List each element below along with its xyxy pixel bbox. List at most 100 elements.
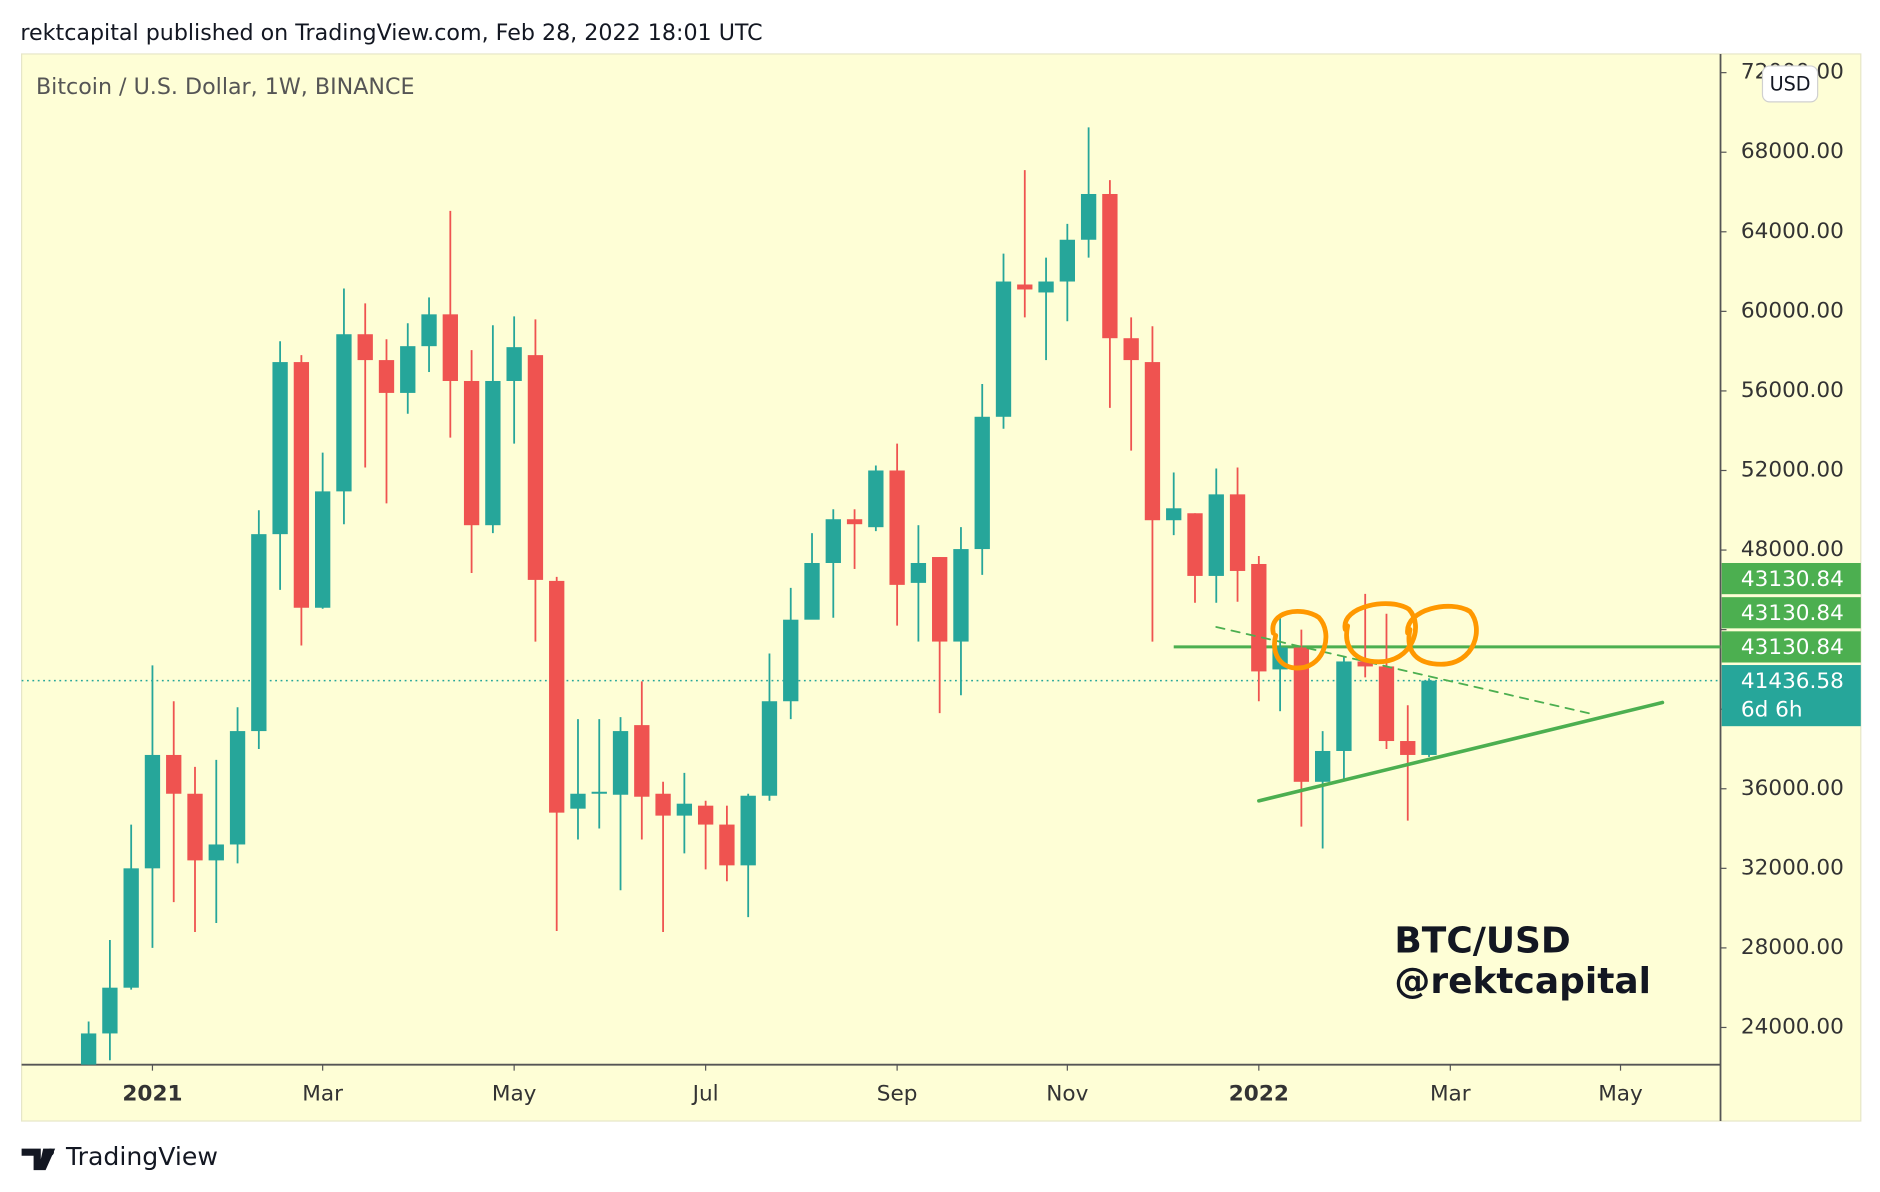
candle-body <box>144 754 161 869</box>
candle-body <box>400 346 416 393</box>
brand-name: TradingView <box>65 1142 218 1171</box>
candle-body <box>1229 494 1246 571</box>
currency-button-label[interactable]: USD <box>1770 73 1811 96</box>
candle-body <box>1187 513 1203 576</box>
candle-body <box>740 795 756 866</box>
brand-logo <box>21 1148 56 1171</box>
candle-body <box>80 1033 97 1065</box>
y-tick-label: 48000.00 <box>1741 537 1844 562</box>
candle-body <box>910 562 927 583</box>
publisher-line: rektcapital published on TradingView.com… <box>20 20 762 46</box>
candle-body <box>1080 193 1097 240</box>
axes: 24000.00 28000.00 32000.00 36000.00 48000.00… <box>122 60 1861 1107</box>
trendline <box>1257 700 1665 803</box>
candle-body <box>1421 680 1437 755</box>
x-tick-label: Mar <box>1430 1082 1471 1107</box>
symbol-title: Bitcoin / U.S. Dollar, 1W, BINANCE <box>36 74 415 100</box>
candle-body <box>1102 193 1118 339</box>
y-tick-label: 56000.00 <box>1741 378 1844 403</box>
price-label-box <box>1721 562 1861 595</box>
last-price-label: 41436.58 <box>1741 669 1844 694</box>
x-tick-label: Mar <box>302 1082 343 1107</box>
candle-body <box>974 416 990 550</box>
orange-circle <box>1342 601 1418 665</box>
logo-mark <box>21 1148 56 1171</box>
candle-body <box>166 754 182 794</box>
watermark: @rektcapital <box>1394 961 1651 1002</box>
y-tick-label: 24000.00 <box>1741 1014 1844 1039</box>
candle-body <box>825 519 841 563</box>
candle-body <box>804 562 820 620</box>
x-tick-label: May <box>1598 1082 1643 1107</box>
candle-body <box>889 470 905 585</box>
candle-body <box>378 360 395 393</box>
candle-body <box>1166 508 1182 521</box>
candle-body <box>527 355 544 580</box>
currency-button[interactable] <box>1761 65 1819 103</box>
x-tick-label: Jul <box>691 1082 719 1107</box>
candle-body <box>293 362 310 608</box>
candle-body <box>442 314 458 381</box>
candle-body <box>761 701 778 796</box>
candle-body <box>1378 666 1395 742</box>
candle-body <box>123 868 139 988</box>
candle-body <box>953 549 969 642</box>
price-label: 43130.84 <box>1741 601 1844 626</box>
candle-body <box>1336 661 1352 751</box>
candle-body <box>932 557 948 642</box>
y-tick-label: 28000.00 <box>1741 935 1844 960</box>
candle-body <box>187 793 203 861</box>
price-label: 43130.84 <box>1741 635 1844 660</box>
candle-body <box>549 580 565 813</box>
candle-body <box>229 731 246 845</box>
x-tick-label: 2021 <box>122 1082 182 1107</box>
x-tick-label: 2022 <box>1229 1082 1289 1107</box>
x-tick-label: Nov <box>1046 1082 1088 1107</box>
y-tick-label: 68000.00 <box>1741 139 1844 164</box>
candle-body <box>846 519 863 525</box>
watermark: BTC/USD <box>1394 920 1570 961</box>
plot-area <box>21 127 1721 1065</box>
candle-body <box>655 793 671 816</box>
candle-body <box>357 334 373 361</box>
candle-body <box>102 987 118 1034</box>
x-tick-label: Sep <box>877 1082 918 1107</box>
candle-body <box>1293 647 1310 782</box>
candle-body <box>315 491 331 608</box>
y-tick-label: 64000.00 <box>1741 219 1844 244</box>
candle-body <box>995 281 1012 417</box>
candle-body <box>1251 563 1267 672</box>
candle-body <box>783 619 799 702</box>
candle-body <box>676 803 693 816</box>
candle-body <box>251 534 267 732</box>
candle-body <box>612 731 629 795</box>
orange-circle <box>1270 608 1329 671</box>
x-tick-label: May <box>492 1082 537 1107</box>
candle-body <box>272 362 288 535</box>
price-label-box <box>1721 631 1861 663</box>
candle-body <box>1123 338 1139 361</box>
candle-body <box>1038 281 1054 293</box>
candle-body <box>485 380 501 526</box>
candle-body <box>1314 750 1331 782</box>
orange-circle <box>1405 603 1479 667</box>
candle-body <box>868 470 884 528</box>
y-tick-label: 32000.00 <box>1741 855 1844 880</box>
candle-body <box>1357 661 1373 667</box>
last-price-box <box>1721 665 1861 727</box>
candle-body <box>591 791 607 794</box>
countdown-label: 6d 6h <box>1741 698 1803 723</box>
candle-body <box>634 725 650 797</box>
annotation-circles <box>1270 601 1479 671</box>
logo-dot <box>46 1148 54 1156</box>
candle-body <box>570 793 586 809</box>
y-tick-label: 60000.00 <box>1741 298 1844 323</box>
candle-body <box>719 824 735 866</box>
candle-body <box>336 334 352 492</box>
candle-body <box>1208 494 1224 576</box>
candle-body <box>506 347 522 381</box>
price-label: 43130.84 <box>1741 567 1844 592</box>
price-label-box <box>1721 597 1861 629</box>
y-tick-label: 52000.00 <box>1741 457 1844 482</box>
